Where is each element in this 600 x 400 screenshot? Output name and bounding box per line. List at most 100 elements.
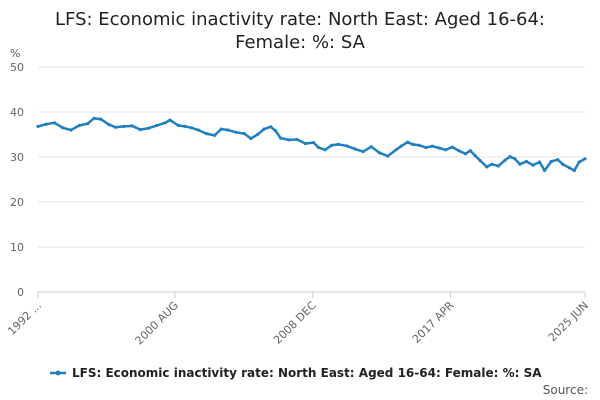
source-label: Source: [543,383,588,397]
data-point[interactable] [138,128,142,132]
legend-dot-marker [55,370,61,376]
data-point[interactable] [274,129,278,133]
data-point[interactable] [386,154,390,158]
data-point[interactable] [518,162,522,166]
data-point[interactable] [345,144,349,148]
data-point[interactable] [330,143,334,147]
y-tick-label: 10 [10,241,24,254]
data-point[interactable] [155,123,159,128]
data-point[interactable] [114,125,118,129]
data-point[interactable] [369,145,373,149]
y-tick-label: 20 [10,196,24,209]
data-point[interactable] [406,140,410,144]
data-point[interactable] [411,142,415,146]
x-tick-labels: 1992 ... 2000 AUG 2008 DEC 2017 APR 2025 JUN [5,292,591,347]
data-point[interactable] [69,128,73,132]
data-point[interactable] [85,122,90,126]
data-point[interactable] [353,147,357,151]
data-point[interactable] [147,126,151,130]
data-point[interactable] [503,158,507,162]
data-point[interactable] [424,145,428,150]
data-point[interactable] [189,126,194,130]
data-point[interactable] [99,117,103,121]
data-point[interactable] [463,152,467,156]
data-point[interactable] [323,148,327,152]
data-point[interactable] [107,123,111,127]
series-group [36,116,587,173]
data-point[interactable] [262,127,266,131]
data-point[interactable] [316,145,321,150]
data-point[interactable] [242,132,246,136]
data-point[interactable] [490,162,494,166]
data-point[interactable] [219,127,223,131]
data-point[interactable] [583,157,587,161]
data-point[interactable] [295,137,299,142]
data-point[interactable] [399,144,403,148]
gridlines [38,66,585,293]
data-point[interactable] [312,141,316,145]
data-point[interactable] [44,122,48,126]
data-point[interactable] [168,118,172,122]
data-point[interactable] [538,160,542,164]
data-point[interactable] [485,165,489,169]
data-point[interactable] [226,128,230,132]
data-point[interactable] [213,133,217,137]
data-point[interactable] [567,166,571,170]
data-point[interactable] [561,162,565,166]
x-tick-label: 2000 AUG [133,299,182,348]
data-point[interactable] [163,121,167,125]
x-tick-label: 2025 JUN [546,299,591,344]
data-point[interactable] [478,159,482,163]
legend[interactable]: LFS: Economic inactivity rate: North Eas… [50,366,542,380]
data-point[interactable] [496,164,500,168]
data-point[interactable] [52,121,57,125]
data-point[interactable] [61,126,65,130]
data-point[interactable] [303,141,307,146]
x-tick-label: 2008 DEC [271,299,319,347]
data-point[interactable] [513,157,517,161]
data-point[interactable] [394,148,398,152]
data-point[interactable] [444,148,448,152]
data-point[interactable] [508,155,512,159]
data-point[interactable] [450,145,454,149]
data-point[interactable] [543,168,547,173]
chart-title-line-1: LFS: Economic inactivity rate: North Eas… [55,9,545,30]
data-point[interactable] [130,124,134,128]
data-point[interactable] [437,146,441,150]
data-point[interactable] [122,124,126,128]
data-point[interactable] [336,142,340,146]
data-point[interactable] [468,149,472,153]
data-point[interactable] [204,132,208,136]
data-point[interactable] [473,154,477,158]
data-point[interactable] [457,149,461,153]
data-point[interactable] [378,151,382,155]
y-tick-labels: 0 10 20 30 40 50 [10,61,24,299]
data-point[interactable] [361,150,365,154]
chart-title-line-2: Female: %: SA [235,32,366,53]
data-point[interactable] [92,116,96,120]
y-tick-label: 30 [10,151,24,164]
data-point[interactable] [417,143,421,147]
data-point[interactable] [531,163,535,167]
data-point[interactable] [234,130,238,134]
data-point[interactable] [430,144,434,148]
data-point[interactable] [176,123,180,128]
data-point[interactable] [287,138,291,142]
data-point[interactable] [577,160,581,164]
y-tick-label: 40 [10,106,24,119]
data-point[interactable] [196,128,200,132]
data-point[interactable] [279,136,283,140]
y-tick-label: 0 [17,286,24,299]
data-point[interactable] [572,168,576,173]
data-point[interactable] [77,123,81,128]
data-point[interactable] [255,132,260,137]
data-point[interactable] [249,136,253,141]
data-point[interactable] [36,124,40,128]
series-line-0[interactable] [37,117,586,172]
data-point[interactable] [549,159,553,164]
data-point[interactable] [183,124,187,128]
data-point[interactable] [269,125,273,129]
data-point[interactable] [524,159,529,164]
data-point[interactable] [556,158,560,162]
